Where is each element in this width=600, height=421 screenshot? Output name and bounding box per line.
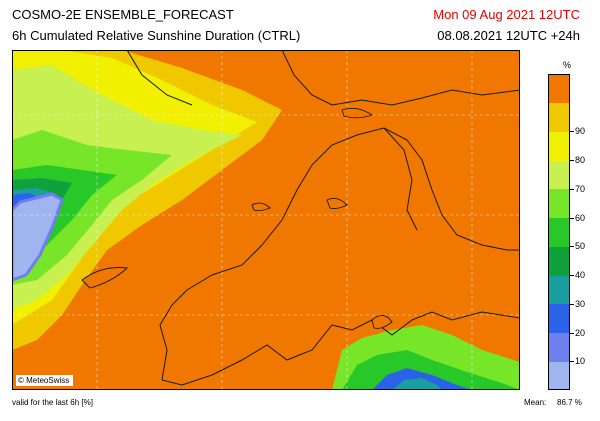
map-frame bbox=[12, 50, 520, 390]
legend-tick bbox=[570, 131, 574, 133]
legend-swatch bbox=[548, 217, 570, 247]
legend-label: 70 bbox=[575, 183, 586, 194]
legend-tick bbox=[570, 303, 574, 305]
legend-label: 30 bbox=[575, 298, 586, 309]
legend-label: 80 bbox=[575, 155, 586, 166]
mean-label: Mean: bbox=[524, 398, 547, 407]
legend-label: 40 bbox=[575, 270, 586, 281]
map-canvas bbox=[12, 50, 520, 390]
logo-text: © MeteoSwiss bbox=[18, 376, 70, 385]
legend-swatch bbox=[548, 188, 570, 219]
mean-value: 86.7 % bbox=[557, 398, 582, 407]
color-legend: 10 20 30 40 50 60 70 80 90 bbox=[548, 74, 585, 391]
legend-swatch bbox=[548, 303, 570, 334]
legend-label: 10 bbox=[575, 356, 586, 367]
legend-unit: % bbox=[563, 60, 572, 70]
lowest-value-edge bbox=[12, 192, 64, 282]
legend-label: 50 bbox=[575, 241, 586, 252]
legend-swatch bbox=[548, 246, 570, 276]
legend-tick bbox=[570, 246, 574, 248]
legend-swatch bbox=[548, 160, 570, 190]
graticule bbox=[12, 50, 520, 390]
legend-swatch bbox=[548, 361, 570, 391]
model-title: COSMO-2E ENSEMBLE_FORECAST bbox=[12, 7, 234, 22]
valid-time: Mon 09 Aug 2021 12UTC bbox=[433, 7, 580, 22]
meteoswiss-logo: © MeteoSwiss bbox=[16, 375, 74, 386]
lake-constance bbox=[341, 107, 374, 119]
lowest-value-area bbox=[12, 194, 62, 280]
legend-tick bbox=[570, 361, 574, 363]
legend-swatch bbox=[548, 332, 570, 362]
lake-maggiore bbox=[371, 315, 393, 329]
product-title: 6h Cumulated Relative Sunshine Duration … bbox=[12, 28, 301, 43]
legend-tick bbox=[570, 332, 574, 334]
footer-note: valid for the last 6h [%] bbox=[12, 398, 93, 407]
legend-tick bbox=[570, 160, 574, 162]
legend-tick bbox=[570, 275, 574, 277]
legend-swatch bbox=[548, 102, 570, 132]
legend-tick bbox=[570, 217, 574, 219]
forecast-map: © MeteoSwiss bbox=[12, 50, 520, 390]
legend-label: 60 bbox=[575, 212, 586, 223]
legend-swatch bbox=[548, 131, 570, 161]
southeast-teal-patch bbox=[392, 378, 442, 390]
legend-swatch bbox=[548, 74, 570, 104]
legend-frame bbox=[548, 74, 570, 390]
legend-label: 90 bbox=[575, 126, 586, 137]
init-time: 08.08.2021 12UTC +24h bbox=[437, 28, 580, 43]
lake-lucerne bbox=[326, 197, 348, 210]
legend-swatch bbox=[548, 275, 570, 305]
lakes bbox=[81, 107, 393, 329]
legend-tick bbox=[570, 188, 574, 190]
country-borders bbox=[126, 50, 520, 386]
legend-label: 20 bbox=[575, 327, 586, 338]
lake-neuchatel-region bbox=[251, 202, 271, 212]
lake-geneva bbox=[81, 267, 129, 289]
